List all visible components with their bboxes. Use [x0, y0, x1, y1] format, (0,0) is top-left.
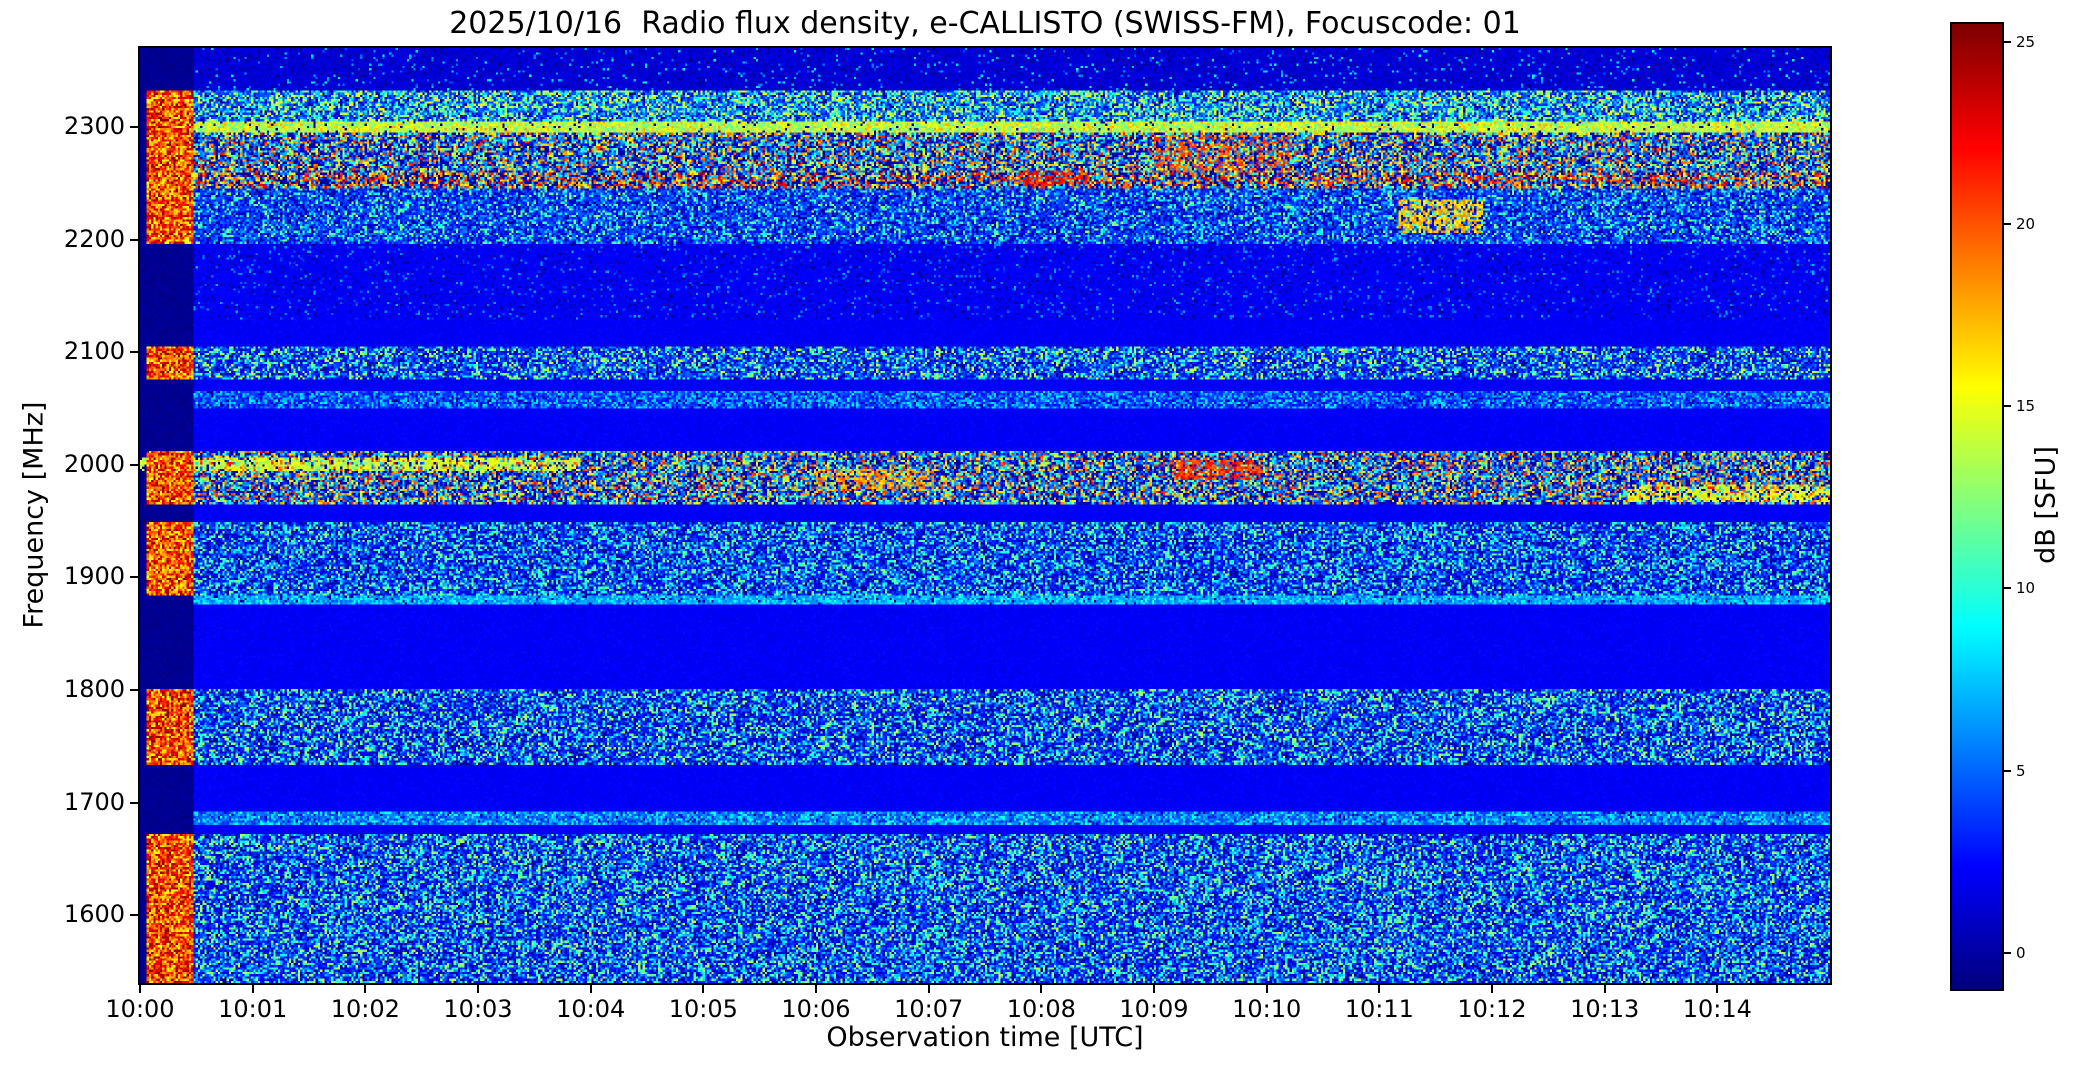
y-tickmark — [130, 576, 138, 579]
y-tickmark — [130, 801, 138, 804]
x-tick-label: 10:09 — [1119, 995, 1189, 1023]
x-tick-label: 10:02 — [330, 995, 400, 1023]
x-tickmark — [815, 985, 817, 993]
x-tickmark — [1491, 985, 1493, 993]
x-tickmark — [589, 985, 592, 993]
x-tickmark — [702, 985, 705, 993]
x-tickmark — [927, 985, 930, 993]
colorbar-tick-label: 0 — [2016, 943, 2026, 962]
colorbar-tick-label: 25 — [2016, 33, 2036, 52]
y-tickmark — [130, 351, 138, 354]
x-tickmark — [1153, 985, 1155, 993]
chart-title: 2025/10/16 Radio flux density, e-CALLIST… — [449, 6, 1521, 41]
colorbar-tick-label: 15 — [2016, 397, 2036, 416]
y-tickmark — [130, 125, 138, 128]
y-tick-label: 2000 — [63, 449, 125, 478]
x-tick-label: 10:03 — [443, 995, 513, 1023]
x-tick-label: 10:12 — [1457, 995, 1527, 1023]
x-axis-label: Observation time [UTC] — [826, 1022, 1144, 1053]
y-tick-label: 2300 — [63, 111, 125, 140]
x-tick-label: 10:11 — [1344, 995, 1414, 1023]
colorbar-tick-label: 5 — [2016, 761, 2026, 780]
colorbar-tickmark — [2004, 951, 2011, 954]
colorbar-tick-label: 20 — [2016, 215, 2036, 234]
x-tick-label: 10:08 — [1006, 995, 1076, 1023]
x-tick-label: 10:05 — [668, 995, 738, 1023]
colorbar-label: dB [SFU] — [2030, 446, 2062, 564]
colorbar-tickmark — [2004, 769, 2011, 772]
x-tick-label: 10:00 — [105, 995, 175, 1023]
spectrogram-heatmap — [140, 48, 1830, 983]
y-tick-label: 1800 — [63, 675, 125, 704]
x-tick-label: 10:10 — [1232, 995, 1302, 1023]
colorbar — [1950, 22, 2004, 991]
y-tick-label: 1700 — [63, 787, 125, 816]
x-tickmark — [139, 985, 141, 993]
y-tickmark — [130, 914, 138, 917]
y-tick-label: 2100 — [63, 337, 125, 366]
x-tickmark — [1378, 985, 1381, 993]
colorbar-gradient — [1952, 24, 2002, 989]
colorbar-tickmark — [2004, 405, 2011, 408]
x-tick-label: 10:13 — [1570, 995, 1640, 1023]
x-tickmark — [1716, 985, 1719, 993]
x-tickmark — [1265, 985, 1268, 993]
y-tickmark — [130, 238, 138, 241]
y-axis-label: Frequency [MHz] — [18, 401, 50, 629]
x-tick-label: 10:01 — [218, 995, 288, 1023]
x-tick-label: 10:14 — [1682, 995, 1752, 1023]
y-tickmark — [130, 689, 138, 692]
plot-area — [138, 46, 1832, 985]
x-tickmark — [251, 985, 254, 993]
y-tick-label: 2200 — [63, 224, 125, 253]
x-tick-label: 10:04 — [556, 995, 626, 1023]
colorbar-tickmark — [2004, 587, 2011, 590]
x-tickmark — [364, 985, 367, 993]
colorbar-tickmark — [2004, 223, 2011, 226]
x-tickmark — [1603, 985, 1606, 993]
colorbar-tick-label: 10 — [2016, 579, 2036, 598]
y-tickmark — [130, 463, 138, 466]
x-tick-label: 10:06 — [781, 995, 851, 1023]
colorbar-tickmark — [2004, 41, 2011, 44]
x-tick-label: 10:07 — [894, 995, 964, 1023]
x-tickmark — [1040, 985, 1043, 993]
y-tick-label: 1900 — [63, 562, 125, 591]
y-tick-label: 1600 — [63, 900, 125, 929]
x-tickmark — [477, 985, 479, 993]
